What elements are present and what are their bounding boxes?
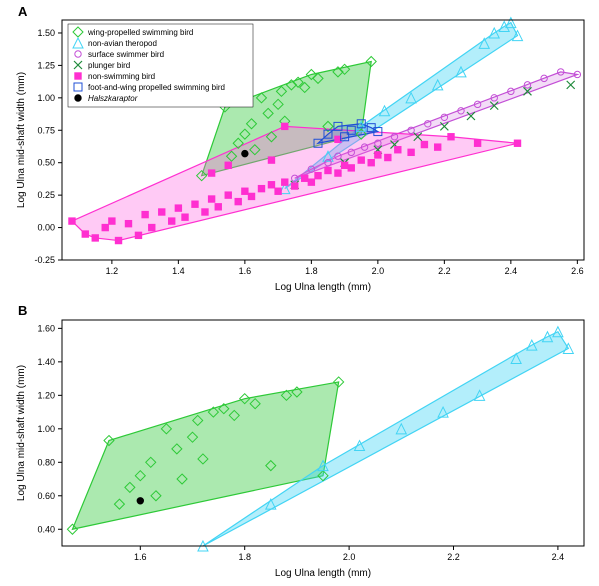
y-axis-label: Log Ulna mid-shaft width (mm) — [16, 72, 27, 208]
ytick-label: 1.40 — [37, 357, 55, 367]
ytick-label: 0.60 — [37, 491, 55, 501]
legend-item-surface: surface swimmer bird — [88, 50, 164, 59]
xtick-label: 2.0 — [343, 552, 356, 562]
xtick-label: 1.6 — [134, 552, 147, 562]
hull-wing — [72, 382, 338, 529]
ytick-label: 0.25 — [37, 190, 55, 200]
legend-item-wing: wing-propelled swimming bird — [87, 28, 193, 37]
legend-item-theropod: non-avian theropod — [88, 39, 157, 48]
xtick-label: 2.4 — [505, 266, 518, 276]
legend-item-plunger: plunger bird — [88, 61, 130, 70]
y-axis-label: Log Ulna mid-shaft width (mm) — [16, 365, 27, 501]
x-axis-label: Log Ulna length (mm) — [275, 568, 371, 579]
xtick-label: 1.2 — [106, 266, 119, 276]
xtick-label: 2.6 — [571, 266, 584, 276]
ytick-label: 0.40 — [37, 524, 55, 534]
xtick-label: 1.8 — [305, 266, 318, 276]
legend-item-footwing: foot-and-wing propelled swimming bird — [88, 83, 225, 92]
xtick-label: 1.6 — [239, 266, 252, 276]
ytick-label: 0.50 — [37, 158, 55, 168]
chart-a: 1.2 1.4 1.6 1.8 2.0 2.2 2.4 2.6 -0.25 0.00 0.25 0.5… — [0, 0, 599, 300]
xtick-label: 2.4 — [552, 552, 565, 562]
xtick-label: 2.0 — [372, 266, 385, 276]
ytick-label: 1.60 — [37, 323, 55, 333]
chart-b: 1.6 1.8 2.0 2.2 2.4 0.40 0.60 0.80 1.00 1.20 1.40 1… — [0, 300, 599, 586]
ytick-label: 1.25 — [37, 60, 55, 70]
legend-item-halsz: Halszkaraptor — [88, 94, 138, 103]
ytick-label: 0.00 — [37, 223, 55, 233]
ytick-label: 1.20 — [37, 390, 55, 400]
ytick-label: -0.25 — [34, 255, 55, 265]
ytick-label: 1.00 — [37, 424, 55, 434]
xtick-label: 2.2 — [447, 552, 460, 562]
ytick-label: 1.50 — [37, 28, 55, 38]
xtick-label: 1.4 — [172, 266, 185, 276]
ytick-label: 1.00 — [37, 93, 55, 103]
legend-item-nonswim: non-swimming bird — [88, 72, 155, 81]
xtick-label: 2.2 — [438, 266, 451, 276]
ytick-label: 0.75 — [37, 125, 55, 135]
x-axis-label: Log Ulna length (mm) — [275, 282, 371, 293]
ytick-label: 0.80 — [37, 457, 55, 467]
xtick-label: 1.8 — [238, 552, 251, 562]
